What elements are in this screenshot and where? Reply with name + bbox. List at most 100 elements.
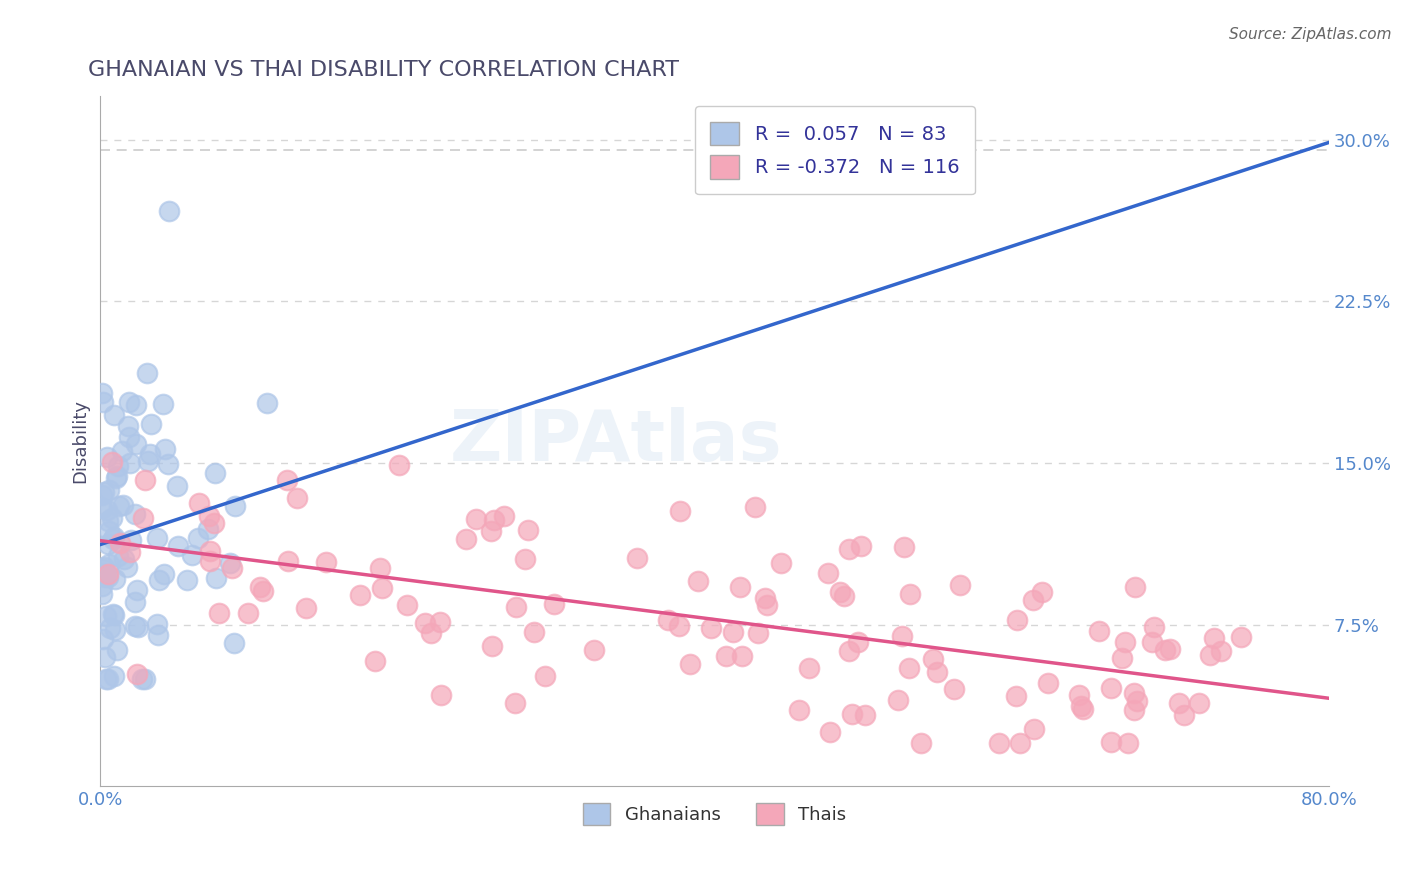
Point [1036, 675, 1059, 690]
Point [127, 620, 149, 634]
Point [700, 621, 723, 635]
Point [482, 513, 505, 527]
Point [669, 504, 692, 518]
Point [1114, 635, 1136, 649]
Point [117, 395, 139, 409]
Point [91, 500, 114, 515]
Point [830, 585, 852, 599]
Point [166, 479, 188, 493]
Point [207, 606, 229, 620]
Point [921, 652, 943, 666]
Point [714, 649, 737, 664]
Point [90, 579, 112, 593]
Point [108, 499, 131, 513]
Point [101, 532, 124, 546]
Point [754, 591, 776, 605]
Point [148, 573, 170, 587]
Point [125, 583, 148, 598]
Point [849, 539, 872, 553]
Point [949, 578, 972, 592]
Point [104, 573, 127, 587]
Point [846, 635, 869, 649]
Point [103, 669, 125, 683]
Point [1022, 592, 1045, 607]
Point [1122, 703, 1144, 717]
Point [744, 500, 766, 514]
Point [1005, 689, 1028, 703]
Point [893, 540, 915, 554]
Point [93, 485, 115, 500]
Point [1067, 688, 1090, 702]
Point [686, 574, 709, 589]
Point [205, 571, 228, 585]
Point [124, 618, 146, 632]
Point [104, 623, 127, 637]
Point [1199, 648, 1222, 662]
Point [1099, 735, 1122, 749]
Point [276, 473, 298, 487]
Point [157, 204, 180, 219]
Point [131, 672, 153, 686]
Point [898, 586, 921, 600]
Point [1005, 613, 1028, 627]
Point [94, 672, 117, 686]
Point [583, 642, 606, 657]
Point [120, 533, 142, 548]
Point [1071, 702, 1094, 716]
Point [97, 672, 120, 686]
Point [97, 570, 120, 584]
Point [91, 395, 114, 409]
Point [120, 457, 142, 471]
Point [97, 557, 120, 571]
Point [395, 599, 418, 613]
Point [198, 508, 221, 523]
Point [747, 626, 769, 640]
Point [134, 474, 156, 488]
Point [96, 502, 118, 516]
Point [1022, 723, 1045, 737]
Point [1031, 585, 1053, 599]
Point [1111, 650, 1133, 665]
Point [139, 447, 162, 461]
Point [657, 613, 679, 627]
Point [146, 628, 169, 642]
Point [679, 657, 702, 671]
Point [371, 582, 394, 596]
Point [198, 554, 221, 568]
Point [429, 688, 451, 702]
Point [105, 643, 128, 657]
Point [108, 535, 131, 549]
Point [90, 487, 112, 501]
Point [465, 512, 488, 526]
Point [136, 366, 159, 380]
Point [115, 559, 138, 574]
Point [731, 648, 754, 663]
Point [987, 736, 1010, 750]
Point [134, 672, 156, 686]
Point [105, 468, 128, 483]
Point [456, 532, 478, 546]
Point [841, 707, 863, 722]
Y-axis label: Disability: Disability [72, 400, 89, 483]
Point [1088, 624, 1111, 638]
Point [103, 530, 125, 544]
Point [221, 561, 243, 575]
Point [755, 598, 778, 612]
Point [285, 491, 308, 506]
Point [789, 703, 811, 717]
Point [166, 539, 188, 553]
Point [118, 430, 141, 444]
Point [1123, 580, 1146, 594]
Point [1159, 641, 1181, 656]
Point [152, 397, 174, 411]
Point [668, 618, 690, 632]
Point [97, 524, 120, 538]
Point [1209, 644, 1232, 658]
Point [181, 548, 204, 562]
Point [146, 531, 169, 545]
Point [770, 556, 793, 570]
Point [1154, 643, 1177, 657]
Legend: Ghanaians, Thais: Ghanaians, Thais [575, 797, 853, 832]
Point [202, 516, 225, 530]
Point [838, 541, 860, 556]
